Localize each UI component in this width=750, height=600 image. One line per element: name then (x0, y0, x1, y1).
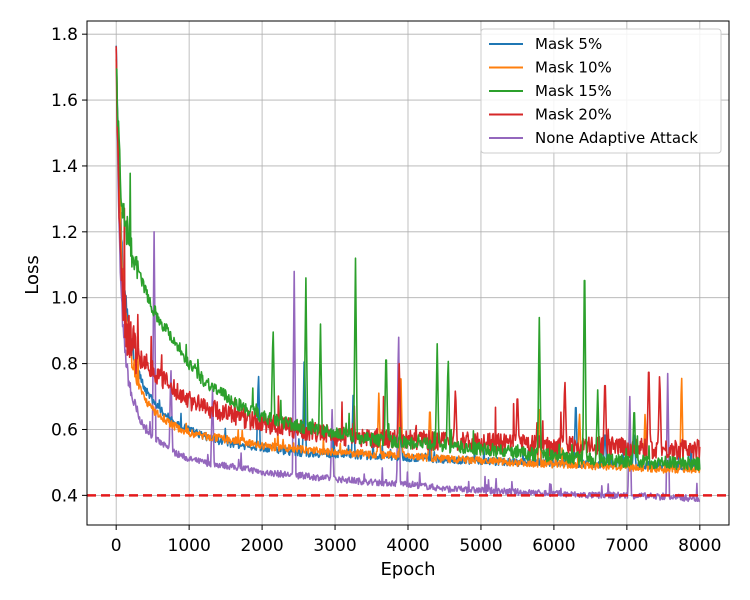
x-tick-label: 1000 (168, 536, 211, 556)
series-lines (115, 45, 701, 503)
y-tick-label: 0.6 (51, 420, 78, 440)
legend-entry: Mask 15% (535, 82, 612, 100)
legend-entry: Mask 10% (535, 59, 612, 77)
y-tick-label: 1.2 (51, 223, 78, 243)
series-line (115, 67, 701, 472)
legend-entry: Mask 20% (535, 106, 612, 124)
legend-box (480, 28, 722, 154)
series-line (115, 46, 701, 460)
y-tick-label: 1.0 (51, 289, 78, 309)
x-tick-label: 2000 (240, 536, 283, 556)
x-tick-label: 0 (111, 536, 122, 556)
x-tick-label: 5000 (459, 536, 502, 556)
y-tick-label: 1.4 (51, 157, 78, 177)
series-line (115, 48, 701, 503)
x-tick-label: 4000 (386, 536, 429, 556)
y-axis-ticks: 0.4 0.6 0.8 1.0 1.2 1.4 1.6 1.8 (51, 25, 87, 506)
series-line (115, 59, 701, 474)
x-tick-label: 6000 (532, 536, 575, 556)
y-tick-label: 0.4 (51, 486, 78, 506)
y-axis-label: Loss (22, 255, 43, 294)
x-tick-label: 3000 (313, 536, 356, 556)
legend: Mask 5% Mask 10% Mask 15% Mask 20% None Adap… (480, 28, 722, 154)
y-tick-label: 1.8 (51, 25, 78, 45)
x-axis-label: Epoch (380, 559, 435, 580)
legend-entry: None Adaptive Attack (535, 129, 698, 147)
legend-entry: Mask 5% (535, 35, 602, 53)
y-tick-label: 1.6 (51, 91, 78, 111)
x-tick-label: 8000 (678, 536, 721, 556)
x-axis-ticks: 0 1000 2000 3000 4000 5000 6000 7000 8000 (111, 525, 721, 556)
x-tick-label: 7000 (605, 536, 648, 556)
y-tick-label: 0.8 (51, 355, 78, 375)
